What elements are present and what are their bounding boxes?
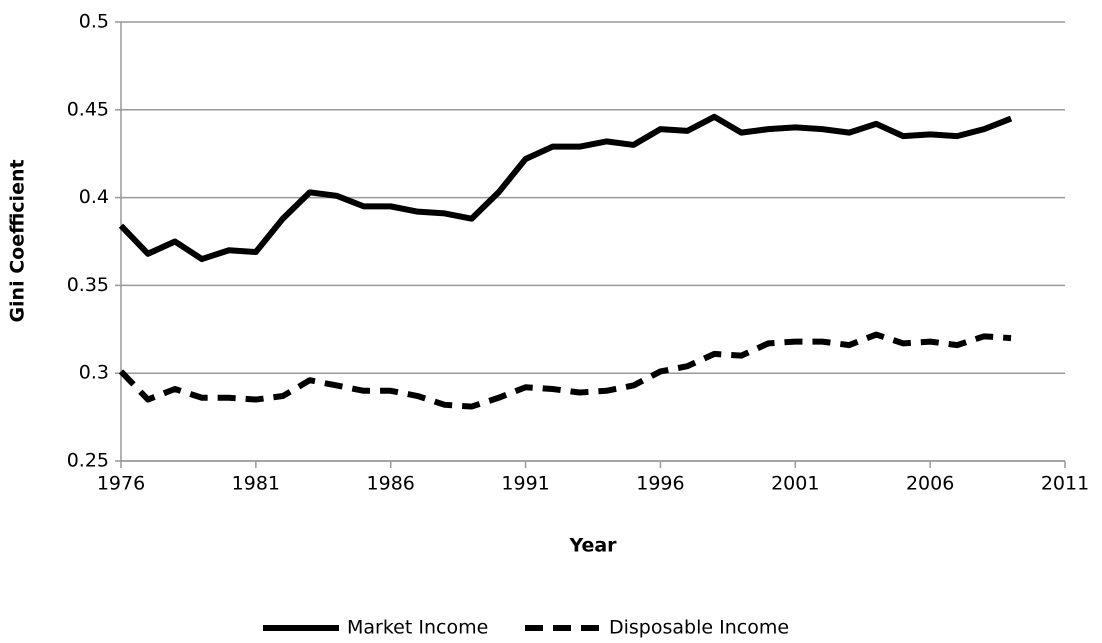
y-tick-label: 0.45 [67, 98, 109, 120]
series-line [118, 113, 1013, 263]
legend-label: Market Income [347, 617, 488, 639]
y-tick-label: 0.3 [79, 362, 109, 384]
y-tick-label: 0.5 [79, 11, 109, 33]
y-tick-label: 0.25 [67, 450, 109, 472]
x-tick-label: 2006 [906, 473, 954, 495]
y-axis-label: Gini Coefficient [7, 159, 29, 322]
legend-label: Disposable Income [609, 617, 789, 639]
x-tick-label: 2011 [1041, 473, 1089, 495]
x-tick-label: 2001 [771, 473, 819, 495]
x-tick-label: 1976 [97, 473, 145, 495]
x-tick-label: 1981 [232, 473, 280, 495]
x-tick-label: 1996 [636, 473, 684, 495]
series-line [118, 331, 1012, 410]
x-tick-label: 1986 [367, 473, 415, 495]
y-tick-label: 0.4 [79, 186, 109, 208]
y-tick-label: 0.35 [67, 274, 109, 296]
x-axis-label: Year [568, 535, 617, 557]
x-tick-label: 1991 [501, 473, 549, 495]
